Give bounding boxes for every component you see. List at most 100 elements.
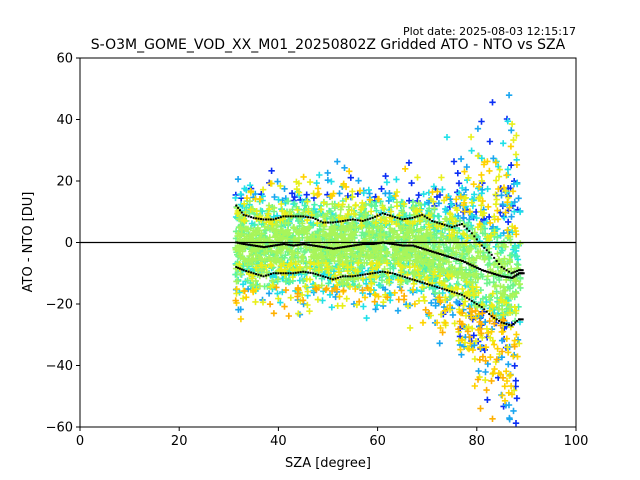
median-markers <box>235 204 525 327</box>
y-tick-label: −40 <box>46 359 73 374</box>
median-marker <box>240 242 244 245</box>
y-tick-label: 20 <box>56 175 73 190</box>
percentile-marker <box>503 267 506 270</box>
percentile-marker <box>265 274 267 277</box>
percentile-marker <box>262 275 265 278</box>
percentile-marker <box>413 279 416 282</box>
median-marker <box>292 244 296 247</box>
median-marker <box>379 241 383 244</box>
percentile-marker <box>431 219 434 222</box>
percentile-marker <box>490 253 493 256</box>
percentile-marker <box>364 273 367 276</box>
percentile-marker <box>247 215 250 218</box>
percentile-marker <box>401 275 404 278</box>
percentile-marker <box>418 214 421 217</box>
median-marker <box>495 273 499 276</box>
percentile-marker <box>284 215 287 218</box>
percentile-marker <box>374 215 377 218</box>
median-marker <box>416 246 420 249</box>
median-marker <box>500 275 504 278</box>
median-marker <box>428 249 432 252</box>
percentile-marker <box>369 217 372 220</box>
percentile-marker <box>366 273 369 276</box>
percentile-marker <box>339 276 342 279</box>
median-marker <box>304 243 308 246</box>
percentile-marker <box>351 275 354 278</box>
percentile-marker <box>458 293 461 296</box>
percentile-marker <box>245 269 248 272</box>
percentile-marker <box>250 271 253 274</box>
median-marker <box>510 276 514 279</box>
percentile-marker <box>413 216 416 219</box>
percentile-marker <box>274 217 277 220</box>
median-marker <box>317 245 321 248</box>
median-marker <box>508 276 512 279</box>
x-tick-label: 40 <box>270 434 287 449</box>
percentile-marker <box>299 271 302 274</box>
median-marker <box>433 251 437 254</box>
median-marker <box>262 246 266 249</box>
median-marker <box>336 246 340 249</box>
x-tick-label: 60 <box>369 434 386 449</box>
percentile-marker <box>364 219 367 222</box>
y-tick-label: −60 <box>46 421 73 436</box>
median-marker <box>309 244 313 247</box>
percentile-marker <box>398 217 401 220</box>
percentile-marker <box>302 270 305 273</box>
percentile-marker <box>255 217 258 220</box>
median-marker <box>391 243 395 246</box>
percentile-marker <box>465 296 468 299</box>
percentile-marker <box>396 216 399 219</box>
median-marker <box>473 265 477 268</box>
percentile-marker <box>463 225 466 228</box>
percentile-marker <box>376 271 379 274</box>
percentile-marker <box>292 215 295 218</box>
median-marker <box>374 242 378 245</box>
median-marker <box>242 243 246 246</box>
median-marker <box>441 253 445 256</box>
percentile-marker <box>379 271 382 274</box>
median-marker <box>465 262 469 265</box>
median-marker <box>289 244 293 247</box>
median-marker <box>331 247 335 250</box>
percentile-marker <box>252 216 255 219</box>
percentile-marker <box>314 218 317 221</box>
median-marker <box>322 246 326 249</box>
y-axis-label: ATO - NTO [DU] <box>21 192 36 293</box>
percentile-marker <box>517 318 520 321</box>
percentile-marker <box>235 266 238 269</box>
median-marker <box>329 247 333 250</box>
median-marker <box>238 242 242 245</box>
median-marker <box>393 243 397 246</box>
median-marker <box>458 259 462 262</box>
percentile-marker <box>260 218 263 221</box>
percentile-marker <box>346 219 349 222</box>
percentile-marker <box>521 318 524 321</box>
percentile-marker <box>240 268 243 271</box>
median-marker <box>460 259 464 262</box>
percentile-marker <box>255 273 258 276</box>
median-marker <box>369 243 373 246</box>
percentile-marker <box>512 322 515 325</box>
percentile-marker <box>406 217 409 220</box>
y-axis: 60 40 20 0 −20 −40 −60 <box>46 52 80 436</box>
scatter-points <box>232 92 524 427</box>
percentile-marker <box>453 225 456 228</box>
percentile-marker <box>470 232 473 235</box>
median-marker <box>247 243 251 246</box>
percentile-marker <box>304 271 307 274</box>
percentile-marker <box>505 322 508 325</box>
median-marker <box>319 245 323 248</box>
median-marker <box>267 245 271 248</box>
median-marker <box>389 242 392 245</box>
median-marker <box>302 243 306 246</box>
percentile-marker <box>505 269 508 272</box>
percentile-marker <box>441 287 444 290</box>
percentile-marker <box>287 215 290 218</box>
median-marker <box>463 261 467 264</box>
percentile-marker <box>441 223 444 226</box>
median-marker <box>252 244 256 247</box>
y-tick-label: 0 <box>65 236 73 251</box>
median-marker <box>488 271 492 274</box>
